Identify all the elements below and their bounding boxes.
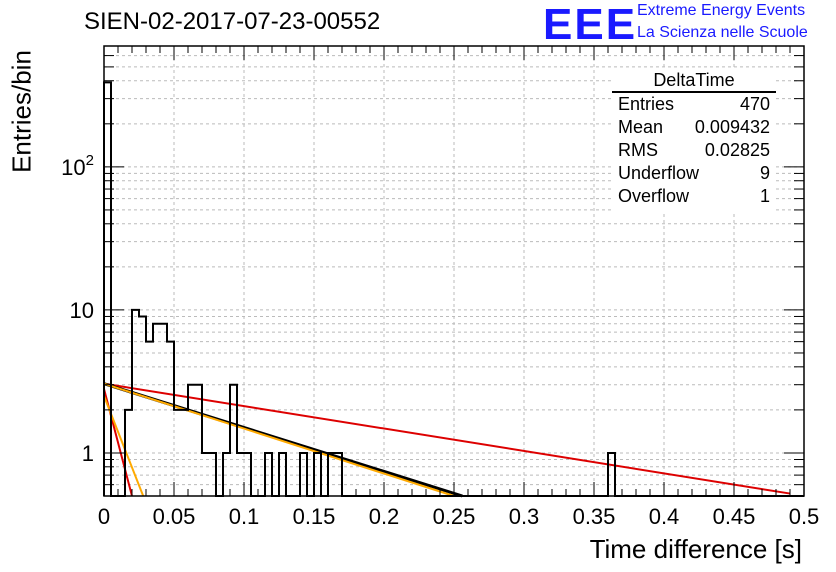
stats-value: 0.009432 [694, 117, 770, 137]
histogram-bin [230, 385, 237, 496]
logo-subtitle-line2: La Scienza nelle Scuole [637, 24, 808, 41]
eee-logo: EEE [543, 0, 638, 49]
run-title: SIEN-02-2017-07-23-00552 [84, 8, 381, 35]
x-tick-label: 0.45 [713, 504, 756, 529]
histogram-bin [139, 316, 146, 496]
stats-row: Underflow 9 [612, 162, 776, 185]
stats-row: RMS 0.02825 [612, 139, 776, 162]
logo-subtitle-line1: Extreme Energy Events [637, 2, 806, 19]
stats-value: 0.02825 [704, 140, 770, 160]
stats-value: 9 [759, 163, 770, 183]
stats-box: DeltaTime Entries 470 Mean 0.009432 RMS 0.0… [612, 70, 776, 212]
x-tick-label: 0 [98, 504, 110, 529]
x-tick-label: 0.3 [509, 504, 540, 529]
fit-curves [103, 382, 791, 498]
stats-label: RMS [618, 140, 658, 160]
stats-label: Underflow [618, 163, 700, 183]
stats-label: Mean [618, 117, 664, 137]
stats-label: Overflow [618, 186, 690, 206]
stats-row: Overflow 1 [612, 185, 776, 208]
x-tick-label: 0.4 [649, 504, 680, 529]
x-tick-label: 0.35 [573, 504, 616, 529]
x-tick-label: 0.5 [789, 504, 820, 529]
stats-value: 1 [759, 186, 770, 206]
stats-row: Entries 470 [612, 93, 776, 116]
histogram-bin [104, 82, 111, 496]
y-tick-label: 1 [82, 441, 94, 466]
y-tick-label: 10 [70, 298, 94, 323]
x-tick-label: 0.25 [433, 504, 476, 529]
x-axis-label: Time difference [s] [589, 534, 802, 564]
fit-line [103, 395, 145, 497]
histogram-bin [188, 385, 195, 496]
axis-ticks [103, 45, 805, 497]
x-tick-label: 0.1 [229, 504, 260, 529]
histogram-bin [146, 342, 153, 496]
fit-line [103, 382, 791, 495]
histogram-bin [167, 342, 174, 496]
y-axis-label: Entries/bin [6, 50, 37, 173]
fit-line [103, 382, 455, 497]
x-tick-label: 0.15 [293, 504, 336, 529]
stats-value: 470 [739, 94, 770, 114]
x-tick-label: 0.2 [369, 504, 400, 529]
stats-row: Mean 0.009432 [612, 116, 776, 139]
x-tick-label: 0.05 [153, 504, 196, 529]
stats-label: Entries [618, 94, 675, 114]
stats-title: DeltaTime [612, 70, 776, 93]
y-tick-label: 102 [61, 152, 94, 180]
histogram-bin [195, 385, 202, 496]
